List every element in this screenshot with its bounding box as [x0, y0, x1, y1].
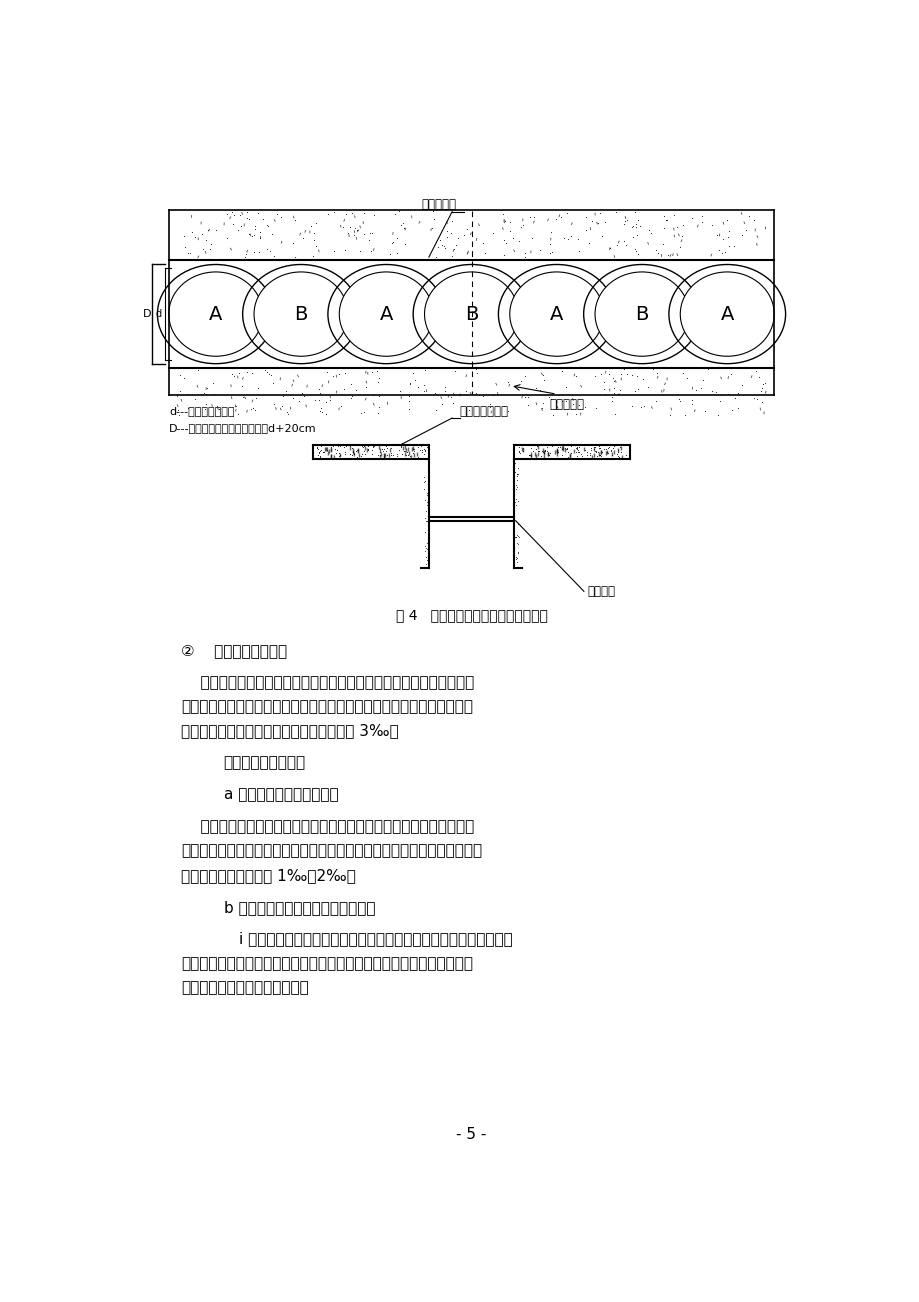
Text: A: A: [720, 305, 733, 324]
Text: 套筒咬合桩施工前在平整地面上进行套管顺直度的检查和校正，首先: 套筒咬合桩施工前在平整地面上进行套管顺直度的检查和校正，首先: [181, 819, 473, 835]
Text: ②    桩的垂直度的控制: ② 桩的垂直度的控制: [181, 643, 287, 658]
Text: A: A: [209, 305, 222, 324]
Ellipse shape: [509, 272, 603, 357]
Text: 为了保证套筒咬合桩底部有足够厚度的咬合量，除对其孔口定位误差: 为了保证套筒咬合桩底部有足够厚度的咬合量，除对其孔口定位误差: [181, 674, 473, 690]
Text: B: B: [294, 305, 307, 324]
Ellipse shape: [424, 272, 518, 357]
Text: 图 4   套筒咬合桩导墙平面布置示意图: 图 4 套筒咬合桩导墙平面布置示意图: [395, 608, 547, 622]
Text: 套管顺直度偏差控制在 1‰～2‰。: 套管顺直度偏差控制在 1‰～2‰。: [181, 867, 356, 883]
Text: B: B: [464, 305, 478, 324]
Ellipse shape: [339, 272, 433, 357]
Text: A: A: [380, 305, 392, 324]
Text: b 成孔过程中桩的垂直度监测和检查: b 成孔过程中桩的垂直度监测和检查: [223, 900, 375, 915]
Text: d---钻孔咬合桩直径: d---钻孔咬合桩直径: [169, 406, 234, 417]
Text: 部分的套管的垂直度，发现偏差随时修正。这项检测在每根桩的成孔过程: 部分的套管的垂直度，发现偏差随时修正。这项检测在每根桩的成孔过程: [181, 956, 472, 971]
Text: 中应自始自终坚持，不能中断。: 中应自始自终坚持，不能中断。: [181, 980, 308, 995]
Text: A: A: [550, 305, 562, 324]
Text: 成孔垂直度的控制：: 成孔垂直度的控制：: [223, 755, 305, 771]
Text: 钢筋混凝土导墙: 钢筋混凝土导墙: [460, 405, 508, 418]
Text: B: B: [635, 305, 648, 324]
Ellipse shape: [595, 272, 688, 357]
Text: 严格控制外，还应对其垂直度进行严格的控制，根据我国《地下铁道工程: 严格控制外，还应对其垂直度进行严格的控制，根据我国《地下铁道工程: [181, 699, 472, 713]
Text: i 地面监测：在地面选择两个相互垂直的方向采用线锥监测地面以上: i 地面监测：在地面选择两个相互垂直的方向采用线锥监测地面以上: [239, 932, 512, 947]
Ellipse shape: [679, 272, 774, 357]
Text: D: D: [142, 309, 151, 319]
Text: D---导墙预留孔位直径，一般为d+20cm: D---导墙预留孔位直径，一般为d+20cm: [169, 423, 316, 434]
Text: a 套管的顺直度检查和校正: a 套管的顺直度检查和校正: [223, 788, 338, 802]
Text: 钢管支撑: 钢管支撑: [587, 585, 615, 598]
Text: - 5 -: - 5 -: [456, 1126, 486, 1142]
Text: d: d: [155, 309, 162, 319]
Ellipse shape: [168, 272, 263, 357]
Text: 钻孔咬合桩: 钻孔咬合桩: [421, 198, 456, 211]
Text: 施工及验收规范》规定，桩的垂直度标准为 3‰。: 施工及验收规范》规定，桩的垂直度标准为 3‰。: [181, 724, 398, 738]
Text: 检查和校正单节套管的顺直度，然后将按照桩长配置的套管全部连接起来，: 检查和校正单节套管的顺直度，然后将按照桩长配置的套管全部连接起来，: [181, 844, 482, 858]
Text: 混凝土导墙: 混凝土导墙: [549, 398, 584, 411]
Ellipse shape: [254, 272, 347, 357]
